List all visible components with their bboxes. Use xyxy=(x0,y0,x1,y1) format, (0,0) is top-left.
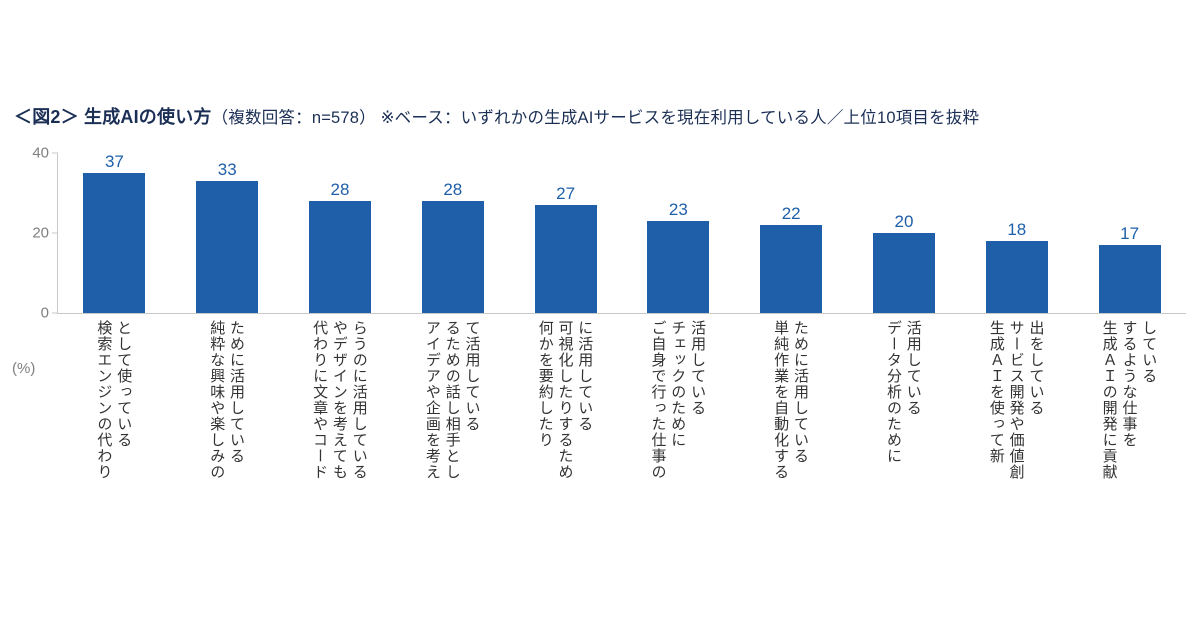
bar xyxy=(647,221,710,313)
bar-value-label: 37 xyxy=(104,152,124,171)
category-label: 検索エンジンの代わり として使っている xyxy=(95,320,133,480)
bar-value-label: 27 xyxy=(556,184,576,203)
category-label-cell: 何かを要約したり 可視化したりするため に活用している xyxy=(508,320,621,600)
y-axis-tick-mark xyxy=(52,312,58,314)
category-label: データ分析のために 活用している xyxy=(884,320,922,464)
bar-group: 27 xyxy=(509,153,622,313)
bar-value-label: 18 xyxy=(1007,220,1027,239)
category-label-cell: 純粋な興味や楽しみの ために活用している xyxy=(170,320,283,600)
bar-value-label: 22 xyxy=(781,204,801,223)
plot-area: 37 33 28 28 27 23 22 20 18 17 0 20 40 xyxy=(32,146,1186,321)
category-label-cell: アイデアや企画を考え るための話し相手とし て活用している xyxy=(395,320,508,600)
chart-title: ＜図2＞ 生成AIの使い方（複数回答：n=578） ※ベース：いずれかの生成AI… xyxy=(14,103,1194,129)
bar-value-label: 33 xyxy=(217,160,237,179)
bar-group: 23 xyxy=(622,153,735,313)
bar-group: 37 xyxy=(58,153,171,313)
y-axis-tick-label: 20 xyxy=(32,224,49,242)
category-label: 何かを要約したり 可視化したりするため に活用している xyxy=(536,320,594,480)
bar xyxy=(872,233,935,313)
category-label-cell: データ分析のために 活用している xyxy=(847,320,960,600)
y-axis-tick-label: 40 xyxy=(32,144,49,162)
y-axis-tick-mark xyxy=(52,152,58,154)
bar-group: 28 xyxy=(284,153,397,313)
category-labels-row: 検索エンジンの代わり として使っている 純粋な興味や楽しみの ために活用している 代… xyxy=(57,320,1185,600)
bar-value-label: 17 xyxy=(1120,224,1140,243)
category-label-cell: 単純作業を自動化する ために活用している xyxy=(734,320,847,600)
bar xyxy=(760,225,823,313)
category-label: 生成ＡＩの開発に貢献 するような仕事を している xyxy=(1100,320,1158,480)
category-label-cell: 検索エンジンの代わり として使っている xyxy=(57,320,170,600)
bar-value-label: 28 xyxy=(330,180,350,199)
chart-title-bold: ＜図2＞ 生成AIの使い方 xyxy=(14,107,212,127)
bar-group: 22 xyxy=(735,153,848,313)
category-label: ご自身で行った仕事の チェックのために 活用している xyxy=(649,320,707,480)
bar-group: 20 xyxy=(848,153,961,313)
bar-group: 33 xyxy=(171,153,284,313)
bar xyxy=(534,205,597,313)
category-label-cell: 生成ＡＩの開発に貢献 するような仕事を している xyxy=(1072,320,1185,600)
chart-title-rest: （複数回答：n=578） ※ベース：いずれかの生成AIサービスを現在利用している… xyxy=(211,109,980,127)
category-label-cell: 生成ＡＩを使って新 サービス開発や価値創 出をしている xyxy=(959,320,1072,600)
bar xyxy=(1098,245,1161,313)
bar xyxy=(83,173,146,313)
bar-value-label: 20 xyxy=(894,212,914,231)
category-label-cell: 代わりに文章やコード やデザインを考えても らうのに活用している xyxy=(283,320,396,600)
bar xyxy=(308,201,371,313)
bar-group: 28 xyxy=(396,153,509,313)
category-label: アイデアや企画を考え るための話し相手とし て活用している xyxy=(423,320,481,480)
bar xyxy=(985,241,1048,313)
category-label: 単純作業を自動化する ために活用している xyxy=(772,320,809,480)
category-label: 生成ＡＩを使って新 サービス開発や価値創 出をしている xyxy=(987,320,1045,480)
bar-value-label: 28 xyxy=(443,180,463,199)
y-axis-tick-label: 0 xyxy=(40,304,49,322)
bar xyxy=(421,201,484,313)
bar-group: 17 xyxy=(1073,153,1186,313)
bar-value-label: 23 xyxy=(668,200,688,219)
y-axis-tick-mark xyxy=(52,232,58,234)
bar-group: 18 xyxy=(960,153,1073,313)
bars-container: 37 33 28 28 27 23 22 20 18 17 xyxy=(58,153,1186,313)
bar xyxy=(196,181,259,313)
y-axis-unit-label: (%) xyxy=(12,360,36,377)
category-label-cell: ご自身で行った仕事の チェックのために 活用している xyxy=(621,320,734,600)
category-label: 代わりに文章やコード やデザインを考えても らうのに活用している xyxy=(311,320,368,480)
category-label: 純粋な興味や楽しみの ために活用している xyxy=(208,320,245,480)
